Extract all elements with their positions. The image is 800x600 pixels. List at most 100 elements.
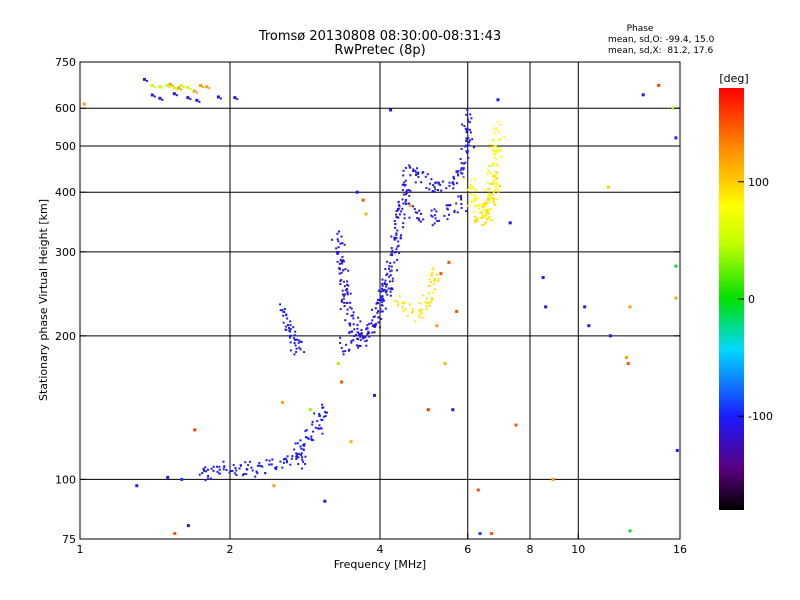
trace-point [425, 305, 428, 308]
trace-point [195, 91, 198, 94]
trace-point [189, 98, 192, 101]
trace-point [433, 186, 436, 188]
trace-point [380, 287, 383, 290]
trace-point [371, 319, 374, 322]
trace-point [471, 138, 474, 141]
trace-point [498, 137, 501, 140]
trace-point [297, 463, 300, 465]
data-point [476, 488, 480, 492]
trace-point [293, 353, 296, 356]
trace-point [411, 311, 414, 314]
trace-point [404, 184, 407, 187]
trace-point [494, 186, 497, 189]
trace-point [304, 463, 307, 465]
trace-point [434, 188, 437, 191]
trace-point [420, 312, 423, 315]
trace-point [474, 198, 477, 201]
trace-point [337, 246, 340, 249]
trace-point [356, 323, 359, 326]
trace-point [343, 301, 346, 304]
trace-point [343, 280, 345, 283]
trace-point [386, 272, 389, 275]
trace-point [437, 277, 440, 280]
trace-point [457, 195, 460, 198]
trace-point [391, 277, 394, 280]
trace-point [343, 305, 346, 307]
trace-point [398, 213, 401, 216]
trace-point [380, 310, 382, 313]
trace-point [349, 292, 352, 295]
trace-point [466, 108, 469, 111]
trace-point [463, 125, 466, 127]
trace-point [416, 217, 419, 220]
data-point [361, 198, 365, 202]
trace-point [487, 194, 490, 197]
trace-point [474, 221, 477, 224]
trace-point [289, 334, 292, 337]
trace-point [366, 324, 369, 327]
trace-point [460, 172, 463, 175]
trace-point [371, 308, 373, 311]
trace-point [343, 294, 346, 297]
trace-point [352, 314, 355, 317]
trace-point [402, 202, 405, 205]
trace-point [341, 242, 344, 245]
trace-point [466, 127, 469, 130]
trace-point [448, 181, 451, 184]
trace-point [335, 247, 338, 250]
trace-point [320, 427, 323, 430]
trace-point [477, 204, 480, 207]
trace-point [493, 204, 496, 207]
trace-point [381, 284, 384, 287]
trace-point [438, 219, 441, 222]
trace-point [359, 344, 362, 347]
data-point [587, 324, 591, 328]
trace-point [489, 208, 492, 210]
trace-point [357, 344, 360, 347]
y-tick-label: 500 [55, 140, 76, 153]
trace-point [364, 340, 367, 343]
trace-point [464, 144, 467, 147]
trace-point [403, 301, 406, 304]
x-tick-label: 6 [464, 543, 471, 556]
data-points [82, 77, 679, 536]
trace-point [299, 439, 302, 442]
trace-point [402, 309, 405, 312]
trace-point [489, 146, 492, 149]
trace-point [202, 467, 205, 470]
trace-point [447, 204, 450, 207]
trace-point [398, 295, 401, 298]
trace-point [373, 315, 376, 318]
trace-point [311, 423, 314, 426]
data-point [179, 83, 183, 87]
data-point [671, 106, 675, 110]
trace-point [279, 460, 282, 463]
trace-point [244, 461, 247, 464]
trace-point [482, 209, 485, 211]
trace-point [336, 260, 339, 263]
trace-point [254, 475, 257, 478]
data-point [150, 83, 154, 87]
chart-subtitle: RwPretec (8p) [334, 43, 425, 58]
trace-point [428, 278, 431, 281]
data-point [628, 529, 632, 533]
trace-point [337, 240, 340, 243]
trace-point [476, 217, 479, 220]
trace-point [404, 166, 407, 169]
trace-point [390, 251, 393, 254]
trace-point [365, 344, 368, 347]
trace-point [316, 420, 319, 423]
colorbar-tick-label: 100 [748, 176, 769, 189]
trace-point [446, 218, 449, 221]
trace-point [299, 445, 302, 448]
trace-point [465, 131, 468, 134]
trace-point [493, 149, 496, 152]
data-point [508, 221, 512, 225]
trace-point [349, 324, 352, 327]
trace-point [493, 175, 496, 178]
trace-point [293, 334, 296, 337]
trace-point [396, 229, 399, 232]
trace-point [343, 243, 346, 246]
trace-point [342, 269, 345, 272]
colorbar-tick-label: -100 [748, 410, 773, 423]
